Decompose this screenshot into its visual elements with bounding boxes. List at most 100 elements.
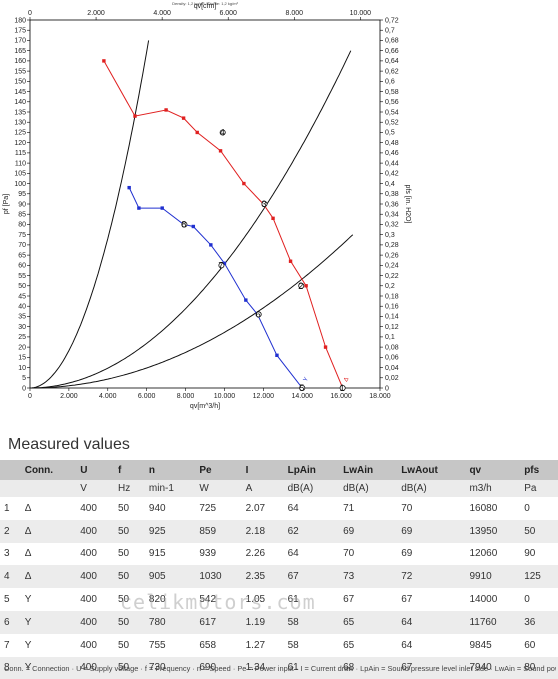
y-right-tick-label: 0,66	[385, 48, 399, 55]
x-bottom-tick-label: 2.000	[60, 393, 78, 400]
operating-point-marker	[255, 311, 262, 318]
table-cell: 755	[144, 633, 196, 657]
fan-curve-point	[133, 114, 137, 118]
table-cell: 658	[195, 633, 242, 657]
table-cell: 50	[113, 633, 145, 657]
table-row: 5 Y 400 50 820 542 1.05 61 67 67 14000 0	[0, 588, 558, 611]
y-right-tick-label: 0,4	[385, 181, 395, 188]
y-right-tick-label: 0,08	[385, 344, 399, 351]
y-left-tick-label: 150	[14, 79, 26, 86]
fan-curve-point	[195, 130, 199, 135]
y-right-tick-label: 0,2	[385, 283, 395, 290]
x-bottom-tick-label: 4.000	[99, 393, 117, 400]
x-bottom-tick-label: 16.000	[330, 393, 352, 400]
y-right-tick-label: 0,02	[385, 375, 399, 382]
table-cell: 400	[76, 633, 114, 657]
system-curve-3	[30, 234, 354, 389]
operating-point-marker	[299, 384, 306, 391]
operating-point-marker	[218, 262, 225, 269]
table-cell: 60	[520, 633, 558, 657]
table-cell: 940	[144, 497, 196, 520]
table-cell: Y	[20, 588, 77, 611]
table-cell: 8	[0, 656, 21, 679]
table-cell: Y	[20, 610, 77, 634]
fan-curve-point	[164, 108, 168, 112]
y-left-tick-label: 120	[14, 140, 26, 147]
fan-curve-point	[160, 206, 164, 210]
table-cell: 3	[0, 542, 21, 566]
y-left-tick-label: 45	[18, 293, 26, 300]
column-unit: Hz	[113, 480, 145, 497]
table-cell: 64	[283, 542, 340, 566]
y-left-tick-label: 30	[18, 324, 26, 331]
y-right-tick-label: 0,04	[385, 365, 399, 372]
column-header: n	[144, 460, 196, 480]
table-cell: 67	[339, 588, 398, 611]
table-cell: 400	[76, 656, 114, 679]
plot-frame	[29, 19, 381, 389]
table-cell: 125	[520, 565, 558, 589]
table-cell: 90	[520, 542, 558, 566]
y-right-tick-label: 0,36	[385, 201, 399, 208]
table-cell: 400	[76, 497, 114, 520]
y-right-tick-label: 0,32	[385, 222, 399, 229]
table-cell: 1.05	[241, 588, 284, 611]
x-top-tick-label: 2.000	[87, 10, 105, 17]
column-header: f	[113, 460, 145, 480]
table-cell: 50	[113, 565, 145, 589]
table-cell: 400	[76, 565, 114, 589]
x-bottom-tick-label: 14.000	[292, 393, 314, 400]
table-cell: Δ	[20, 497, 77, 520]
column-unit: m3/h	[465, 480, 521, 497]
column-unit: Pa	[520, 480, 558, 497]
fan-curve-point	[137, 206, 141, 210]
system-curve-1	[29, 40, 150, 389]
x-bottom-tick-label: 0	[28, 393, 32, 400]
fan-curve-chart: Density: 1,2 kg/m³ / Dichte: 1,2 kg/m³ 0 5…	[3, 1, 411, 410]
table-cell: 0	[520, 588, 558, 611]
y-left-axis-label: pf [Pa]	[3, 194, 10, 214]
table-body: 1 Δ 400 50 940 725 2.07 64 71 70 16080 0 2 Δ 400 50 925 8…	[0, 497, 558, 679]
table-cell: 12060	[465, 542, 521, 566]
column-header: Conn.	[20, 460, 77, 480]
y-right-axis-label: pfs [in. H2O]	[404, 185, 411, 224]
table-cell: 725	[195, 497, 242, 520]
y-right-tick-label: 0,26	[385, 252, 399, 259]
table-cell: 9910	[465, 565, 521, 589]
table-cell: 9845	[465, 633, 521, 657]
y-left-tick-label: 90	[18, 201, 26, 208]
table-cell: 65	[339, 633, 398, 657]
table-cell: 915	[144, 542, 196, 566]
operating-point-marker	[261, 200, 268, 207]
table-cell: 542	[195, 588, 242, 611]
operating-point-marker	[219, 129, 226, 136]
fan-curve-point	[191, 224, 196, 229]
operating-point-marker	[298, 282, 305, 289]
table-cell: 67	[397, 656, 466, 679]
y-left-tick-label: 160	[14, 58, 26, 65]
table-cell: 1030	[195, 565, 242, 589]
table-cell: 730	[144, 656, 196, 679]
y-left-tick-label: 20	[18, 344, 26, 351]
table-cell: 50	[113, 542, 145, 566]
y-left-tick-label: 80	[18, 222, 26, 229]
y-left-tick-label: 155	[14, 68, 26, 75]
table-cell: 925	[144, 519, 196, 543]
table-cell: 58	[283, 633, 340, 657]
x-top-tick-label: 0	[28, 10, 32, 17]
x-top-axis-label: qv[cfm]	[194, 3, 217, 10]
y-right-tick-label: 0,5	[385, 130, 395, 137]
column-unit: V	[76, 480, 114, 497]
column-header: LwAout	[397, 460, 466, 480]
table-cell: 617	[195, 610, 242, 634]
y-right-tick-label: 0,14	[385, 314, 399, 321]
column-unit: A	[241, 480, 284, 497]
fan-curve-name: Δ	[343, 377, 350, 383]
table-cell: 11760	[465, 610, 521, 634]
y-right-tick-label: 0,44	[385, 160, 399, 167]
operating-point-marker	[339, 384, 346, 391]
table-row: 1 Δ 400 50 940 725 2.07 64 71 70 16080 0	[0, 497, 558, 520]
y-right-tick-label: 0,7	[385, 28, 395, 35]
table-cell: 7	[0, 633, 21, 657]
y-right-tick-label: 0,28	[385, 242, 399, 249]
